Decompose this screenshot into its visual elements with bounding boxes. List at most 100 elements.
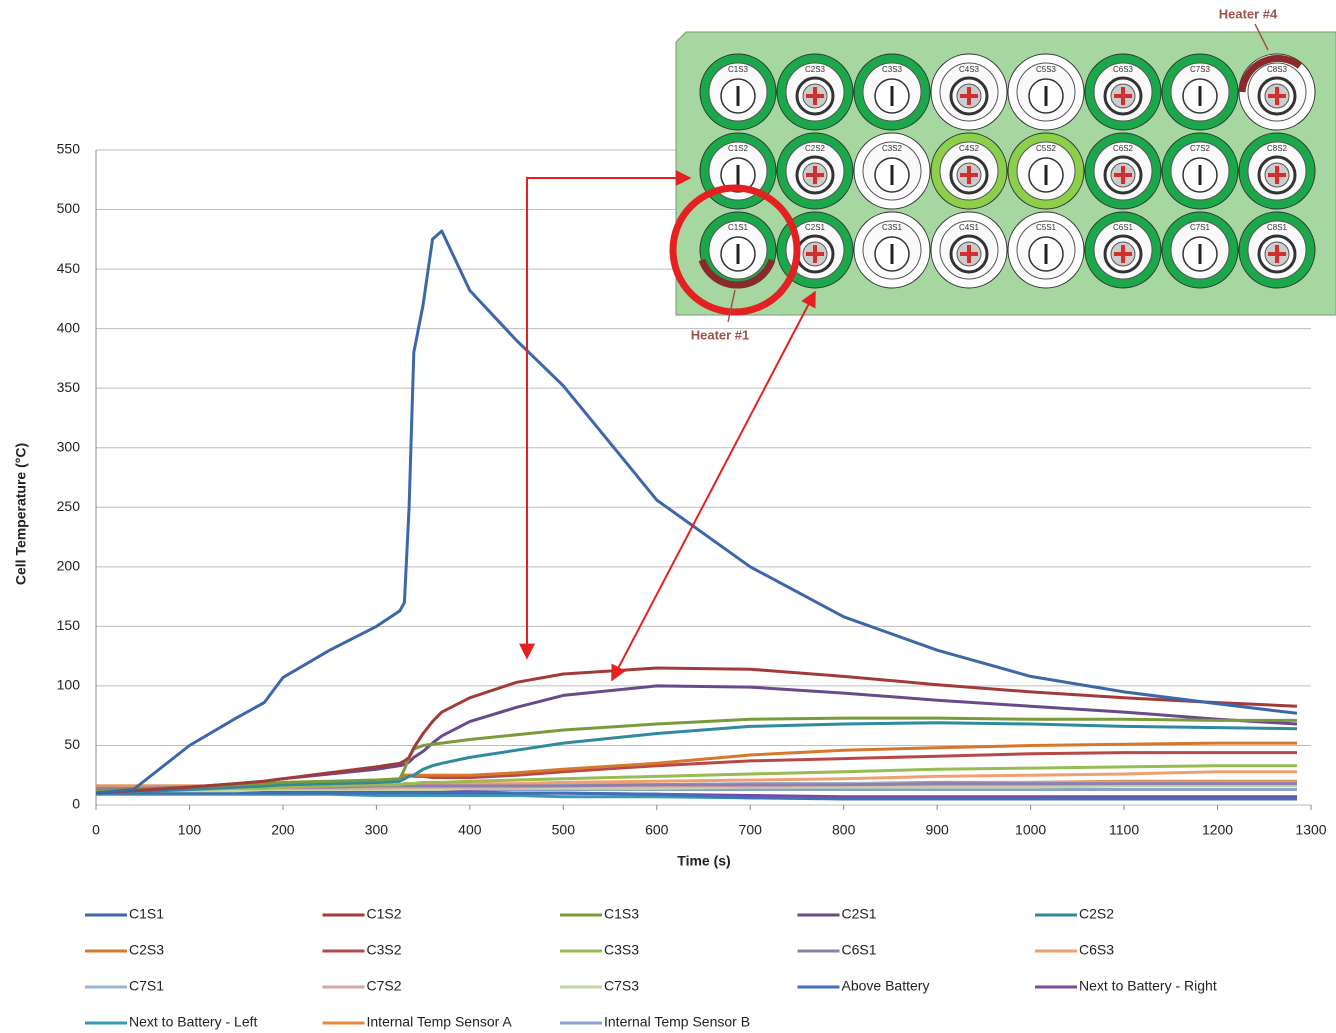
x-tick-label: 1000 [1015, 822, 1046, 838]
series-line [96, 764, 1297, 793]
cell-label: C7S1 [1190, 223, 1211, 232]
x-tick-label: 800 [832, 822, 856, 838]
heater-label: Heater #4 [1219, 6, 1278, 21]
annotations [519, 170, 816, 682]
legend-label: C2S1 [842, 906, 877, 922]
y-tick-label: 0 [72, 796, 80, 812]
heater-arc [698, 258, 776, 289]
legend-label: Next to Battery - Right [1079, 978, 1217, 994]
cell-bar [736, 165, 740, 185]
cell-label: C6S3 [1113, 65, 1134, 74]
cell-plus [1114, 87, 1132, 105]
cell-plus [806, 245, 824, 263]
legend-label: C3S3 [604, 942, 639, 958]
cell-label: C5S1 [1036, 223, 1057, 232]
cell-bar [890, 244, 894, 264]
x-tick-label: 1300 [1295, 822, 1326, 838]
y-tick-label: 200 [57, 558, 81, 574]
x-tick-label: 900 [925, 822, 949, 838]
arrow [611, 290, 816, 682]
cell-plus [806, 166, 824, 184]
y-tick-label: 100 [57, 677, 81, 693]
cell-label: C1S1 [728, 223, 749, 232]
cell-label: C2S1 [805, 223, 826, 232]
cell-label: C7S3 [1190, 65, 1211, 74]
cell-bar [890, 86, 894, 106]
x-tick-label: 300 [365, 822, 389, 838]
cell-label: C6S1 [1113, 223, 1134, 232]
legend-label: C1S3 [604, 906, 639, 922]
legend-label: C6S3 [1079, 942, 1114, 958]
x-tick-label: 1200 [1202, 822, 1233, 838]
legend-label: C2S2 [1079, 906, 1114, 922]
battery-diagram: C1S3 C2S3 C3S3 C4S3 C5S3 C6S3 C7S3 C8S3 C1S2 C2S2… [675, 31, 1336, 316]
x-tick-label: 1100 [1109, 822, 1139, 838]
series-line [95, 229, 1298, 795]
arrow [519, 170, 692, 660]
series-line [96, 791, 1297, 801]
cell-label: C3S3 [882, 65, 903, 74]
cell-label: C4S1 [959, 223, 980, 232]
cell-plus [1268, 166, 1286, 184]
cell-plus [806, 87, 824, 105]
cell-label: C8S1 [1267, 223, 1288, 232]
cell-label: C3S1 [882, 223, 903, 232]
legend-label: C1S1 [129, 906, 164, 922]
legend-label: Internal Temp Sensor B [604, 1014, 750, 1030]
series-line [95, 684, 1298, 795]
cell-label: C5S3 [1036, 65, 1057, 74]
cell-label: C4S3 [959, 65, 980, 74]
cell-bar [1044, 165, 1048, 185]
cell-label: C7S2 [1190, 144, 1211, 153]
cell-plus [1114, 245, 1132, 263]
cell-plus [1268, 245, 1286, 263]
legend-label: C3S2 [367, 942, 402, 958]
legend-label: C2S3 [129, 942, 164, 958]
legend-label: C1S2 [367, 906, 402, 922]
cell-label: C4S2 [959, 144, 980, 153]
cell-label: C2S3 [805, 65, 826, 74]
cell-plus [1268, 87, 1286, 105]
cell-label: C8S2 [1267, 144, 1288, 153]
cell-plus [960, 245, 978, 263]
y-axis-title: Cell Temperature (°C) [13, 443, 29, 585]
legend-label: C6S1 [842, 942, 877, 958]
series-line [95, 666, 1298, 795]
heater-pointer [1254, 23, 1269, 51]
y-tick-label: 450 [57, 260, 81, 276]
x-tick-label: 500 [552, 822, 576, 838]
cell-label: C2S2 [805, 144, 826, 153]
legend-label: C7S2 [367, 978, 402, 994]
legend-label: C7S3 [604, 978, 639, 994]
cell-label: C1S2 [728, 144, 749, 153]
cell-label: C1S3 [728, 65, 749, 74]
x-tick-label: 100 [178, 822, 202, 838]
heater-pointer [727, 289, 736, 323]
cell-bar [1044, 86, 1048, 106]
y-tick-label: 500 [57, 200, 81, 216]
y-tick-label: 300 [57, 438, 81, 454]
cell-bar [736, 86, 740, 106]
y-tick-label: 250 [57, 498, 81, 514]
series-line [95, 716, 1297, 793]
legend: C1S1 C1S2 C1S3 C2S1 C2S2 C2S3 C3S2 C3S3 C6S1 C6S3… [85, 906, 1217, 1030]
cell-label: C5S2 [1036, 144, 1057, 153]
cell-label: C8S3 [1267, 65, 1288, 74]
cell-label: C6S2 [1113, 144, 1134, 153]
cell-bar [890, 165, 894, 185]
x-tick-label: 200 [271, 822, 295, 838]
cell-bar [1198, 165, 1202, 185]
cell-plus [960, 87, 978, 105]
x-tick-label: 0 [92, 822, 100, 838]
x-tick-label: 600 [645, 822, 669, 838]
cell-bar [736, 244, 740, 264]
y-tick-label: 150 [57, 617, 81, 633]
cell-bar [1044, 244, 1048, 264]
cell-label: C3S2 [882, 144, 903, 153]
heater-label: Heater #1 [691, 327, 750, 342]
y-tick-label: 400 [57, 319, 81, 335]
y-tick-label: 350 [57, 379, 81, 395]
cell-plus [960, 166, 978, 184]
legend-label: Above Battery [842, 978, 930, 994]
